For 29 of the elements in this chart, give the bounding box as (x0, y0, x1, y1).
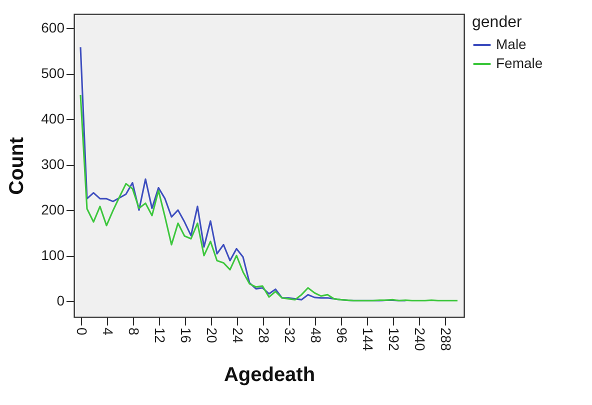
line-series (80, 94, 458, 302)
y-tick-label: 500 (41, 65, 65, 82)
x-tick-label: 144 (360, 328, 376, 352)
x-tick-label: 288 (438, 328, 454, 352)
y-tick-label: 400 (41, 110, 65, 127)
x-axis-title: Agedeath (224, 364, 316, 386)
x-tick-label: 240 (412, 328, 428, 352)
x-tick-label: 32 (282, 328, 298, 344)
x-tick-label: 96 (334, 328, 350, 344)
legend-title: gender (472, 14, 522, 31)
x-tick-label: 4 (100, 328, 116, 336)
legend-label: Female (496, 55, 543, 71)
y-axis-title: Count (6, 136, 28, 195)
x-tick-label: 20 (204, 328, 220, 344)
y-tick-label: 0 (56, 292, 65, 309)
x-tick-label: 24 (230, 328, 246, 344)
x-tick-label: 16 (178, 328, 194, 344)
y-tick-label: 600 (41, 20, 65, 36)
y-tick-label: 200 (41, 202, 65, 218)
x-tick-label: 48 (308, 328, 324, 344)
y-tick-label: 300 (41, 156, 65, 172)
legend-label: Male (496, 36, 527, 52)
x-tick-label: 0 (74, 328, 90, 336)
y-tick-label: 100 (41, 247, 65, 264)
x-tick-label: 12 (152, 328, 168, 344)
x-tick-label: 192 (386, 328, 402, 352)
x-tick-label: 28 (256, 328, 272, 344)
x-tick-label: 8 (126, 328, 142, 336)
line-series (80, 46, 406, 302)
